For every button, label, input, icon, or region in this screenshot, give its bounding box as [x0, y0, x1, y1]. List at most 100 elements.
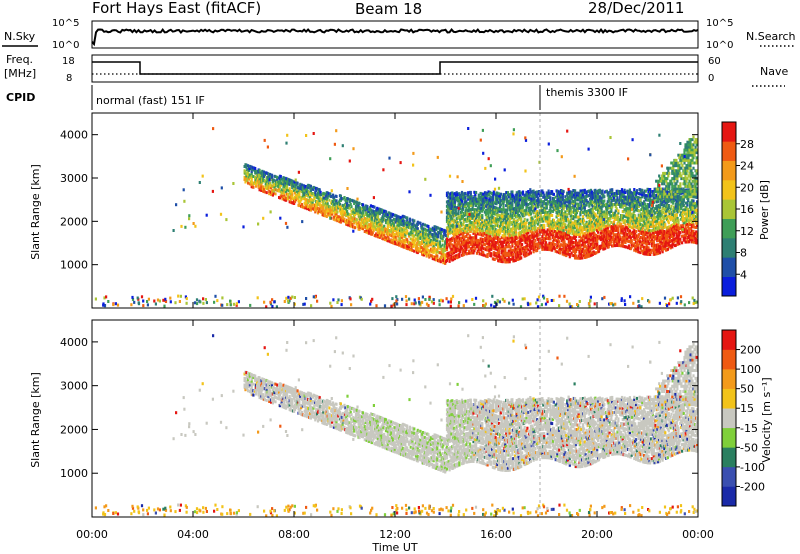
echo-cell: [288, 195, 291, 199]
echo-cell: [269, 181, 272, 185]
echo-cell: [384, 235, 387, 239]
echo-cell: [372, 222, 375, 226]
echo-cell: [298, 195, 301, 199]
echo-cell: [368, 223, 371, 227]
echo-cell: [372, 214, 375, 217]
echo-cell: [562, 190, 565, 194]
echo-cell: [298, 193, 301, 197]
echo-cell: [259, 173, 262, 177]
cpid-normal-text: normal (fast) 151 IF: [96, 94, 205, 107]
echo-cell: [314, 210, 317, 214]
echo-cell: [293, 191, 297, 195]
echo-cell: [247, 177, 251, 181]
echo-cell: [272, 191, 275, 195]
echo-cell: [267, 187, 270, 191]
echo-cell: [386, 226, 389, 230]
echo-cell: [520, 217, 523, 221]
echo-cell: [326, 191, 329, 195]
echo-cell: [267, 183, 270, 187]
echo-cell: [338, 215, 341, 219]
echo-cell: [469, 190, 472, 194]
echo-cell: [270, 175, 274, 179]
echo-cell: [354, 213, 357, 217]
echo-cell: [282, 176, 285, 180]
echo-cell: [511, 190, 514, 194]
echo-cell: [390, 212, 393, 216]
echo-cell: [278, 185, 282, 189]
echo-cell: [312, 188, 315, 191]
echo-cell: [310, 193, 313, 197]
echo-cell: [281, 182, 284, 186]
echo-cell: [331, 204, 335, 208]
echo-cell: [299, 182, 302, 186]
echo-cell: [342, 208, 345, 212]
echo-cell: [260, 189, 263, 192]
echo-cell: [331, 212, 334, 216]
echo-cell: [355, 218, 358, 222]
echo-cell: [256, 176, 259, 180]
frequency-trace: [92, 61, 698, 75]
echo-cell: [551, 214, 554, 217]
echo-cell: [303, 201, 306, 205]
echo-cell: [285, 186, 289, 190]
echo-cell: [361, 212, 365, 215]
echo-cell: [308, 193, 312, 197]
echo-cell: [271, 180, 274, 184]
echo-cell: [386, 234, 389, 238]
echo-cell: [244, 180, 247, 184]
echo-cell: [368, 210, 371, 214]
echo-cell: [271, 193, 274, 197]
echo-cell: [301, 188, 304, 192]
echo-cell: [310, 204, 313, 208]
echo-cell: [354, 211, 357, 214]
echo-cell: [343, 196, 346, 199]
echo-cell: [368, 231, 371, 235]
echo-cell: [387, 215, 390, 219]
echo-cell: [292, 197, 295, 201]
echo-cell: [343, 213, 346, 217]
echo-cell: [261, 180, 264, 184]
echo-cell: [325, 197, 328, 201]
echo-cell: [357, 203, 360, 207]
echo-cell: [355, 200, 358, 204]
echo-cell: [250, 180, 253, 184]
echo-cell: [291, 190, 294, 194]
echo-cell: [339, 220, 342, 224]
echo-cell: [315, 189, 318, 193]
echo-cell: [250, 172, 253, 176]
echo-cell: [375, 219, 378, 223]
echo-cell: [260, 182, 263, 186]
echo-cell: [326, 195, 329, 199]
echo-cell: [298, 201, 301, 205]
echo-cell: [356, 225, 359, 229]
echo-cell: [370, 217, 373, 221]
echo-cell: [370, 224, 373, 228]
echo-cell: [361, 225, 365, 228]
echo-cell: [376, 217, 379, 221]
echo-cell: [370, 232, 373, 236]
echo-cell: [361, 227, 365, 231]
echo-cell: [298, 204, 301, 208]
echo-cell: [293, 180, 297, 184]
echo-cell: [318, 201, 321, 205]
echo-cell: [345, 205, 348, 209]
echo-cell: [339, 198, 342, 202]
echo-cell: [243, 178, 246, 181]
echo-cell: [553, 243, 556, 246]
echo-cell: [322, 202, 325, 206]
echo-cell: [300, 198, 303, 202]
date-title: 28/Dec/2011: [588, 0, 684, 17]
echo-cell: [302, 197, 305, 201]
echo-cell: [278, 179, 282, 182]
echo-cell: [481, 214, 484, 218]
echo-cell: [366, 211, 369, 215]
echo-cell: [406, 229, 409, 233]
echo-cell: [346, 212, 350, 216]
echo-cell: [263, 190, 266, 194]
echo-cell: [529, 212, 532, 216]
echo-cell: [563, 240, 566, 244]
echo-cell: [311, 202, 314, 206]
echo-cell: [386, 230, 389, 234]
echo-cell: [364, 213, 367, 216]
